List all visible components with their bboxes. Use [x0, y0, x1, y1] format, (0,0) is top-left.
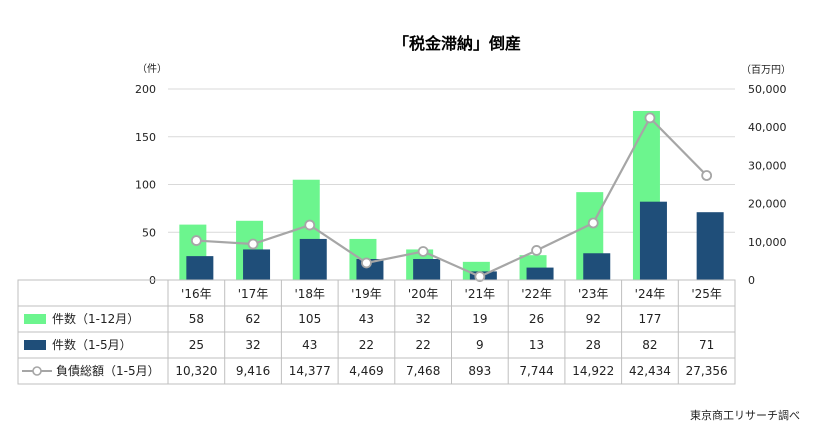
table-cell: 27,356 [686, 364, 728, 378]
table-cell: 10,320 [175, 364, 217, 378]
right-tick-label: 30,000 [748, 159, 787, 172]
table-cell: 25 [189, 338, 204, 352]
bar-jan-may [299, 238, 327, 280]
right-tick-label: 20,000 [748, 198, 787, 211]
category-label: '18年 [294, 287, 325, 301]
table-cell: 43 [302, 338, 317, 352]
right-tick-label: 10,000 [748, 236, 787, 249]
legend-swatch [24, 340, 46, 350]
debt-line-point [361, 257, 372, 269]
left-tick-label: 150 [135, 131, 156, 144]
category-label: '21年 [465, 287, 496, 301]
table-cell: 4,469 [349, 364, 383, 378]
table-cell: 7,468 [406, 364, 440, 378]
table-cell: 28 [586, 338, 601, 352]
table-cell: 82 [642, 338, 657, 352]
legend-label: 件数（1-5月） [52, 337, 132, 352]
debt-line-point [417, 246, 429, 257]
table-cell: 9 [476, 338, 484, 352]
debt-line-point [587, 217, 599, 229]
category-label: '19年 [351, 287, 382, 301]
chart-title: 「税金滞納」倒産 [393, 34, 521, 53]
table-cell: 9,416 [236, 364, 270, 378]
table-cell: 26 [529, 312, 544, 326]
table-cell: 105 [298, 312, 321, 326]
legend-label: 件数（1-12月） [52, 311, 139, 326]
category-label: '20年 [408, 287, 439, 301]
bar-jan-may [696, 212, 724, 280]
table-cell: 42,434 [629, 364, 671, 378]
right-axis-unit: （百万円） [741, 64, 791, 76]
bars [179, 110, 724, 280]
debt-line-point [304, 219, 316, 231]
table-cell: 92 [586, 312, 601, 326]
table-cell: 13 [529, 338, 544, 352]
right-tick-label: 40,000 [748, 121, 787, 134]
right-axis-ticks: 0 10,000 20,000 30,000 40,000 50,000 [748, 83, 787, 287]
bar-jan-may [526, 267, 554, 280]
category-label: '22年 [521, 287, 552, 301]
table-cell: 7,744 [519, 364, 553, 378]
table-cell: 14,377 [289, 364, 331, 378]
right-tick-label: 0 [748, 274, 755, 287]
table-cell: 177 [638, 312, 661, 326]
category-label: '23年 [578, 287, 609, 301]
table-cell: 893 [468, 364, 491, 378]
category-label: '25年 [691, 287, 722, 301]
bar-jan-may [243, 249, 271, 280]
table-cell: 71 [699, 338, 714, 352]
table-cell: 19 [472, 312, 487, 326]
table-cell: 43 [359, 312, 374, 326]
debt-line-point [531, 245, 542, 256]
table-cell: 32 [245, 338, 260, 352]
bar-jan-may [583, 253, 611, 280]
legend-marker [32, 366, 42, 376]
bar-jan-may [186, 256, 214, 280]
right-tick-label: 50,000 [748, 83, 787, 96]
table-cell: 22 [359, 338, 374, 352]
left-tick-label: 50 [142, 226, 156, 239]
left-tick-label: 200 [135, 83, 156, 96]
left-axis-unit: （件） [137, 63, 167, 75]
category-label: '16年 [181, 287, 212, 301]
data-table: '16年 '17年 '18年 '19年 '20年 '21年 '22年 '23年 '24年 '25年… [17, 279, 736, 385]
left-tick-label: 100 [135, 179, 156, 192]
debt-line-path [196, 116, 708, 278]
table-cell: 14,922 [572, 364, 614, 378]
category-label: '24年 [635, 287, 666, 301]
bar-jan-may [639, 201, 667, 280]
legend-label: 負債総額（1-5月） [56, 363, 160, 378]
debt-line-point [190, 235, 202, 246]
debt-line-point [474, 271, 486, 282]
legend-swatch [24, 314, 46, 324]
category-label: '17年 [238, 287, 269, 301]
table-cell: 32 [416, 312, 431, 326]
bar-jan-may [413, 258, 441, 280]
source-note: 東京商工リサーチ調べ [690, 408, 800, 422]
debt-line-point [644, 112, 656, 124]
table-cell: 58 [189, 312, 204, 326]
debt-line [190, 112, 713, 282]
debt-line-point [701, 170, 713, 181]
table-cell: 22 [416, 338, 431, 352]
table-cell: 62 [245, 312, 260, 326]
debt-line-point [247, 238, 259, 250]
